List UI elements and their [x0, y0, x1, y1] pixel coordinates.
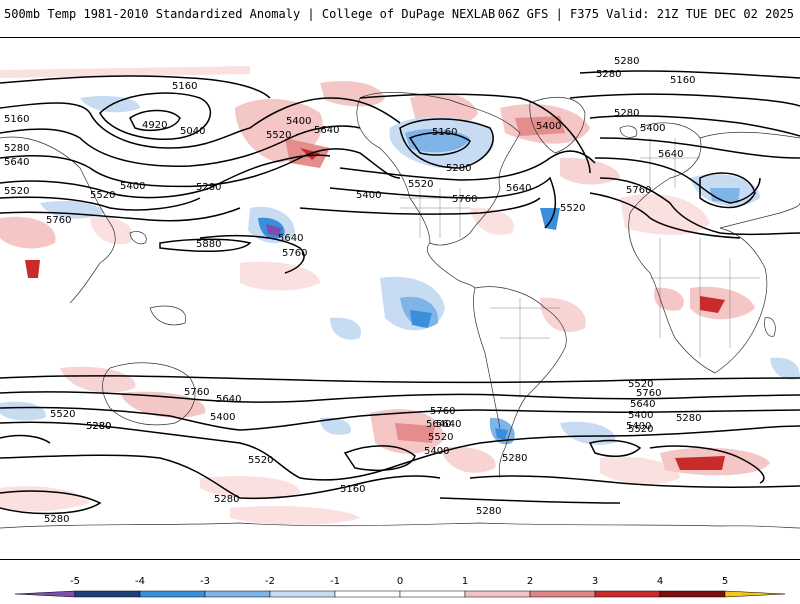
colorbar-tick-label: -1	[330, 576, 340, 587]
contour-label: 5520	[4, 186, 29, 197]
contour-label: 5640	[506, 183, 531, 194]
contour-labels: 5160 4920 5040 5400 5520 5640 5640 5520 …	[4, 56, 701, 525]
header-bar: 500mb Temp 1981-2010 Standardized Anomal…	[0, 0, 800, 30]
contour-label: 5280	[476, 506, 501, 517]
colorbar-tick-label: 1	[462, 576, 468, 587]
colorbar-swatch	[399, 590, 466, 598]
colorbar-tick-label: 5	[722, 576, 728, 587]
colorbar-swatches	[14, 590, 786, 598]
colorbar-tick-label: 3	[592, 576, 598, 587]
contour-label: 5640	[314, 125, 339, 136]
contour-label: 5760	[184, 387, 209, 398]
contour-label: 5400	[286, 116, 311, 127]
contour-label: 5160	[172, 81, 197, 92]
colorbar-tick-label: 2	[527, 576, 533, 587]
contour-label: 5640	[4, 157, 29, 168]
anomaly-map[interactable]: 5160 4920 5040 5400 5520 5640 5640 5520 …	[0, 38, 800, 559]
contour-label: 5400	[626, 421, 651, 432]
map-title: 500mb Temp 1981-2010 Standardized Anomal…	[4, 7, 496, 21]
contour-label: 5520	[90, 190, 115, 201]
contour-label: 5280	[614, 56, 639, 67]
contour-label: 5520	[50, 409, 75, 420]
contour-label: 5280	[446, 163, 471, 174]
colorbar-swatch	[139, 590, 206, 598]
contour-label: 5640	[426, 419, 451, 430]
contour-label: 5160	[340, 484, 365, 495]
contour-label: 5400	[210, 412, 235, 423]
colorbar-svg: -5 -4 -3 -2 -1 0 1 2 3 4 5	[14, 576, 786, 598]
contour-label: 5400	[640, 123, 665, 134]
contour-label: 5400	[120, 181, 145, 192]
colorbar-swatch	[74, 590, 141, 598]
colorbar-swatch	[529, 590, 596, 598]
colorbar-swatch	[334, 590, 401, 598]
contour-label: 5280	[614, 108, 639, 119]
height-contours	[0, 70, 800, 515]
contour-label: 5640	[436, 419, 461, 430]
colorbar-tick-label: -4	[135, 576, 145, 587]
contour-label: 5760	[626, 185, 651, 196]
contour-label: 5520	[408, 179, 433, 190]
coastlines	[0, 92, 800, 529]
contour-label: 5520	[248, 455, 273, 466]
colorbar-endcap-left	[14, 590, 76, 598]
contour-label: 5160	[4, 114, 29, 125]
contour-label: 5760	[430, 406, 455, 417]
contour-label: 5280	[86, 421, 111, 432]
colorbar-swatch	[594, 590, 661, 598]
colorbar-tick-label: -3	[200, 576, 210, 587]
contour-label: 5520	[428, 432, 453, 443]
contour-label: 5520	[560, 203, 585, 214]
contour-label: 5520	[628, 424, 653, 435]
anomaly-shading	[0, 66, 800, 525]
contour-label: 5280	[214, 494, 239, 505]
contour-label: 5760	[46, 215, 71, 226]
contour-label: 5400	[628, 410, 653, 421]
colorbar: -5 -4 -3 -2 -1 0 1 2 3 4 5	[0, 573, 800, 600]
contour-label: 5280	[86, 421, 111, 432]
contour-label: 5760	[636, 388, 661, 399]
colorbar-tick-label: -5	[70, 576, 80, 587]
contour-label: 5640	[658, 149, 683, 160]
colorbar-endcap-right	[724, 590, 786, 598]
contour-label: 5640	[630, 399, 655, 410]
colorbar-tick-label: 4	[657, 576, 663, 587]
contour-label: 5400	[424, 446, 449, 457]
contour-label: 5040	[180, 126, 205, 137]
contour-label: 5760	[282, 248, 307, 259]
run-info: 06Z GFS | F375 Valid: 21Z TUE DEC 02 202…	[497, 7, 794, 21]
colorbar-swatch	[464, 590, 531, 598]
contour-label: 5760	[452, 194, 477, 205]
colorbar-swatch	[269, 590, 336, 598]
colorbar-tick-label: 0	[397, 576, 403, 587]
contour-label: 5160	[670, 75, 695, 86]
contour-label: 5640	[278, 233, 303, 244]
contour-label: 5280	[196, 182, 221, 193]
contour-label: 5160	[432, 127, 457, 138]
contour-label: 5280	[502, 453, 527, 464]
colorbar-swatch	[659, 590, 726, 598]
colorbar-swatch	[204, 590, 271, 598]
contour-label: 5280	[596, 69, 621, 80]
contour-label: 5640	[216, 394, 241, 405]
colorbar-tick-label: -2	[265, 576, 275, 587]
contour-label: 5520	[628, 379, 653, 390]
contour-label: 5520	[266, 130, 291, 141]
contour-label: 5280	[4, 143, 29, 154]
contour-label: 5280	[44, 514, 69, 525]
contour-label: 5400	[536, 121, 561, 132]
contour-label: 4920	[142, 120, 167, 131]
contour-label: 5400	[356, 190, 381, 201]
contour-label: 5880	[196, 239, 221, 250]
colorbar-ticks: -5 -4 -3 -2 -1 0 1 2 3 4 5	[70, 576, 728, 587]
contour-label: 5280	[676, 413, 701, 424]
map-panel[interactable]: 5160 4920 5040 5400 5520 5640 5640 5520 …	[0, 37, 800, 560]
